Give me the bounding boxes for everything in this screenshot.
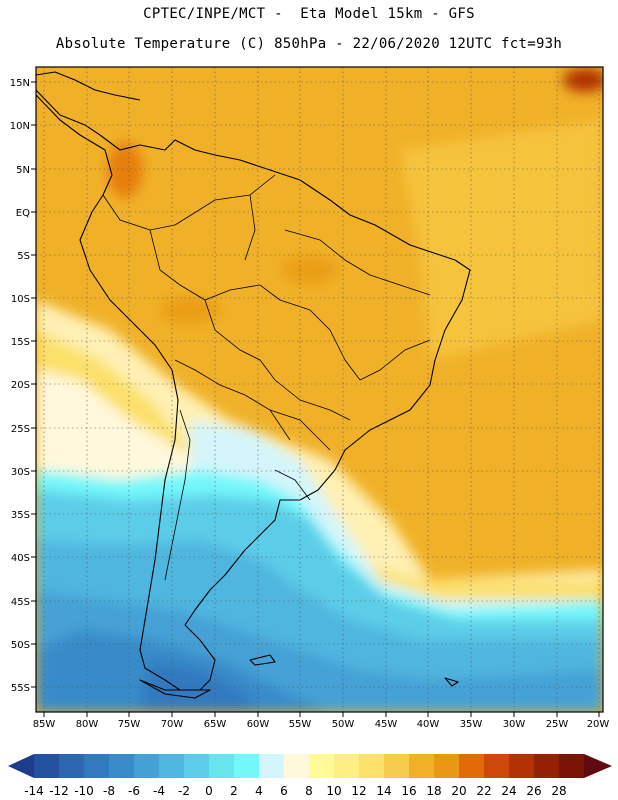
colorbar-label: 14: [376, 784, 391, 798]
colorbar-label: -8: [103, 784, 115, 798]
map-frame: [35, 66, 604, 713]
lon-label: 75W: [118, 719, 141, 730]
colorbar-label: 20: [451, 784, 466, 798]
lat-label: 35S: [11, 510, 30, 521]
colorbar-cell: [384, 754, 410, 778]
latitude-axis: 15N 10N 5N EQ 5S 10S 15S 20S 25S 30S 35S…: [10, 78, 36, 694]
chart-subtitle: Absolute Temperature (C) 850hPa - 22/06/…: [55, 36, 563, 52]
lon-label: 65W: [204, 719, 227, 730]
colorbar-cell: [484, 754, 510, 778]
colorbar-cell: [559, 754, 585, 778]
colorbar-cell: [209, 754, 235, 778]
colorbar-under-arrow: [8, 754, 34, 778]
lat-label: 15N: [10, 78, 30, 89]
colorbar-cell: [184, 754, 210, 778]
colorbar-label: 8: [305, 784, 313, 798]
lon-label: 60W: [247, 719, 270, 730]
colorbar-label: 10: [326, 784, 341, 798]
lon-label: 55W: [289, 719, 312, 730]
lon-label: 70W: [161, 719, 184, 730]
colorbar-cell: [59, 754, 85, 778]
lat-label: 25S: [11, 424, 30, 435]
colorbar-label: 24: [501, 784, 516, 798]
coastline-outline: [36, 71, 471, 699]
colorbar-cell: [359, 754, 385, 778]
colorbar-cell: [34, 754, 60, 778]
colorbar-cell: [409, 754, 435, 778]
graticule: [36, 67, 603, 712]
colorbar-label: 26: [526, 784, 541, 798]
colorbar-label: 6: [280, 784, 288, 798]
colorbar-cell: [509, 754, 535, 778]
colorbar-cell: [84, 754, 110, 778]
colorbar-cell: [309, 754, 335, 778]
longitude-axis: 85W 80W 75W 70W 65W 60W 55W 50W 45W 40W …: [33, 712, 610, 730]
colorbar-cell: [334, 754, 360, 778]
colorbar-label: 2: [230, 784, 238, 798]
lon-label: 50W: [332, 719, 355, 730]
colorbar-label: 16: [401, 784, 416, 798]
colorbar-label: -4: [153, 784, 165, 798]
colorbar-label: 0: [205, 784, 213, 798]
lat-label: 30S: [11, 467, 30, 478]
colorbar-cell: [259, 754, 285, 778]
lat-label: 10N: [10, 121, 30, 132]
lon-label: 80W: [76, 719, 99, 730]
colorbar-label: -14: [24, 784, 44, 798]
colorbar-label: -2: [178, 784, 190, 798]
lat-label: 50S: [11, 640, 30, 651]
lat-label: 20S: [11, 380, 30, 391]
temperature-field: [36, 67, 603, 712]
colorbar-cell: [459, 754, 485, 778]
lon-label: 20W: [587, 719, 610, 730]
colorbar-label: 28: [551, 784, 566, 798]
colorbar-cell: [284, 754, 310, 778]
lat-label: 5N: [16, 165, 30, 176]
colorbar-label: -12: [49, 784, 69, 798]
lon-label: 45W: [375, 719, 398, 730]
lon-label: 35W: [460, 719, 483, 730]
lat-label: 55S: [11, 683, 30, 694]
colorbar-over-arrow: [584, 754, 612, 778]
lon-label: 40W: [417, 719, 440, 730]
lon-label: 30W: [503, 719, 526, 730]
lat-label: 45S: [11, 597, 30, 608]
lat-label: 15S: [11, 337, 30, 348]
lon-label: 85W: [33, 719, 56, 730]
colorbar-label: -10: [74, 784, 94, 798]
colorbar-label: 18: [426, 784, 441, 798]
colorbar-label: 4: [255, 784, 263, 798]
lon-label: 25W: [546, 719, 569, 730]
country-borders: [102, 174, 431, 581]
chart-title: CPTEC/INPE/MCT - Eta Model 15km - GFS: [143, 6, 475, 22]
lat-label: EQ: [16, 208, 30, 219]
lat-label: 10S: [11, 294, 30, 305]
colorbar-label: 22: [476, 784, 491, 798]
lat-label: 40S: [11, 553, 30, 564]
colorbar: -14 -12 -10 -8 -6 -4 -2 0 2 4 6 8 10 12 14 16 18 20 22 24 26…: [8, 754, 612, 798]
colorbar-label: -6: [128, 784, 140, 798]
colorbar-label: 12: [351, 784, 366, 798]
colorbar-cell: [109, 754, 135, 778]
colorbar-cell: [234, 754, 260, 778]
colorbar-cell: [434, 754, 460, 778]
colorbar-cell: [134, 754, 160, 778]
colorbar-cell: [159, 754, 185, 778]
lat-label: 5S: [17, 251, 30, 262]
colorbar-cell: [534, 754, 560, 778]
